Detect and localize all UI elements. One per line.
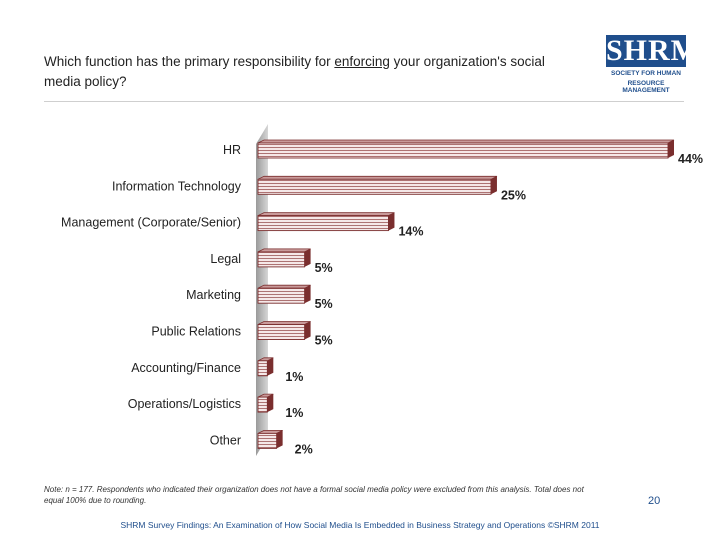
value-label-other: 2%	[295, 442, 313, 456]
title-divider	[44, 101, 684, 102]
category-label-legal: Legal	[210, 252, 241, 266]
page-number: 20	[648, 495, 661, 507]
value-label-public-relations: 5%	[315, 334, 333, 348]
value-label-management-corporate-senior: 14%	[398, 225, 423, 239]
logo-subtitle-2: RESOURCE MANAGEMENT	[622, 80, 670, 94]
bar-marketing	[257, 284, 311, 304]
value-label-hr: 44%	[678, 152, 703, 166]
bar-management-corporate-senior	[257, 212, 395, 232]
bar-legal	[257, 248, 311, 268]
bar-operations-logistics	[257, 393, 274, 413]
category-label-operations-logistics: Operations/Logistics	[128, 397, 241, 411]
value-label-marketing: 5%	[315, 297, 333, 311]
value-label-information-technology: 25%	[501, 188, 526, 202]
bar-accounting-finance	[257, 357, 274, 377]
bar-chart: HR 44% Information Technology 25% Management…	[61, 124, 703, 456]
shrm-logo: SHRM SOCIETY FOR HUMAN RESOURCE MANAGEME…	[606, 34, 700, 94]
category-label-hr: HR	[223, 143, 241, 157]
value-label-operations-logistics: 1%	[285, 406, 303, 420]
bar-information-technology	[257, 175, 498, 195]
category-label-accounting-finance: Accounting/Finance	[131, 361, 241, 375]
footer-text: SHRM Survey Findings: An Examination of …	[120, 520, 600, 530]
category-label-information-technology: Information Technology	[112, 179, 242, 193]
logo-wordmark: SHRM	[606, 34, 700, 67]
category-label-management-corporate-senior: Management (Corporate/Senior)	[61, 216, 241, 230]
bar-other	[257, 429, 283, 449]
title-emphasis: enforcing	[334, 54, 390, 69]
bar-public-relations	[257, 321, 311, 340]
chart-title: Which function has the primary responsib…	[44, 54, 545, 89]
bar-hr	[257, 139, 675, 159]
category-label-other: Other	[210, 433, 241, 447]
value-label-accounting-finance: 1%	[285, 370, 303, 384]
logo-subtitle-1: SOCIETY FOR HUMAN	[611, 70, 681, 77]
category-label-public-relations: Public Relations	[151, 325, 241, 339]
chart-note: Note: n = 177. Respondents who indicated…	[44, 485, 584, 505]
value-label-legal: 5%	[315, 261, 333, 275]
category-label-marketing: Marketing	[186, 288, 241, 302]
